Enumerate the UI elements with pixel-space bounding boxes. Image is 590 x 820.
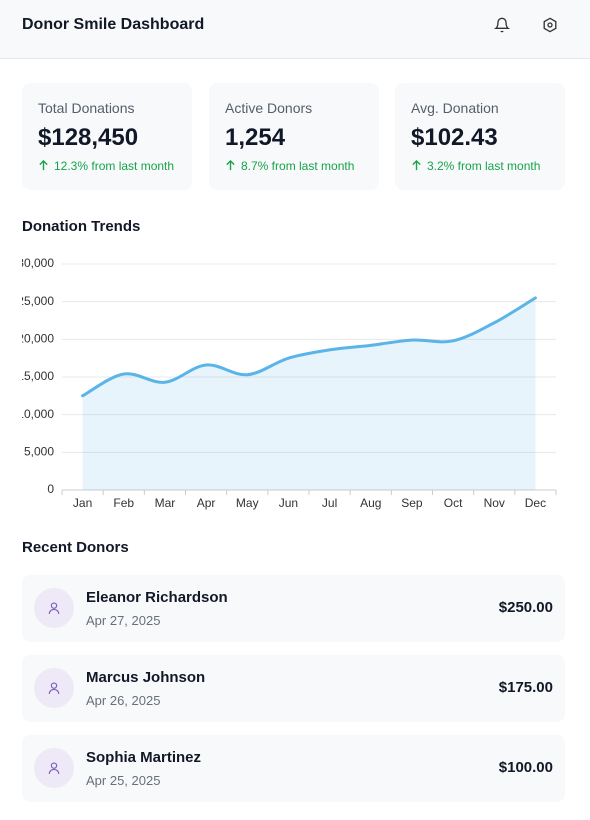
settings-icon[interactable] (542, 17, 558, 33)
donor-row: Eleanor Richardson Apr 27, 2025 $250.00 (22, 575, 565, 642)
donor-name: Sophia Martinez (86, 749, 202, 766)
stat-label: Active Donors (225, 100, 313, 116)
y-tick-label: 0 (47, 482, 54, 496)
stat-change: 12.3% from last month (54, 159, 175, 173)
y-tick-label: 15,000 (22, 369, 54, 383)
stat-value: 1,254 (225, 124, 286, 151)
y-tick-label: 5,000 (24, 445, 54, 459)
donor-amount: $175.00 (498, 679, 553, 696)
y-tick-label: 10,000 (22, 407, 54, 421)
stat-card: Avg. Donation $102.43 3.2% from last month (395, 83, 565, 190)
avatar (34, 668, 74, 708)
y-tick-label: 25,000 (22, 294, 54, 308)
x-tick-label: Feb (113, 496, 134, 510)
area (82, 297, 536, 490)
donor-name: Eleanor Richardson (86, 589, 228, 606)
avatar (34, 748, 74, 788)
x-tick-label: Nov (484, 496, 505, 510)
header-title: Donor Smile Dashboard (22, 16, 205, 33)
donor-row: Marcus Johnson Apr 26, 2025 $175.00 (22, 655, 565, 722)
x-tick-label: Aug (360, 496, 381, 510)
up-arrow (226, 160, 235, 171)
y-tick-label: 30,000 (22, 256, 54, 270)
x-tick-label: Jul (322, 496, 337, 510)
x-tick-label: Sep (401, 496, 423, 510)
x-tick-label: Jan (73, 496, 92, 510)
x-tick-label: Apr (197, 496, 216, 510)
donor-date: Apr 25, 2025 (86, 773, 161, 788)
up-arrow (412, 160, 421, 171)
stat-card: Total Donations $128,450 12.3% from last m… (22, 83, 192, 190)
x-tick-label: May (236, 496, 259, 510)
header: Donor Smile Dashboard (0, 0, 590, 59)
donor-amount: $250.00 (498, 599, 553, 616)
x-tick-label: Oct (444, 496, 463, 510)
stat-label: Avg. Donation (411, 100, 499, 116)
donor-row: Sophia Martinez Apr 25, 2025 $100.00 (22, 735, 565, 802)
user-icon (48, 762, 60, 774)
chart-title: Donation Trends (22, 218, 141, 235)
stat-label: Total Donations (38, 100, 135, 116)
stat-value: $128,450 (38, 124, 139, 151)
donor-name: Marcus Johnson (86, 669, 206, 686)
donor-date: Apr 26, 2025 (86, 693, 161, 708)
recent-donors-title: Recent Donors (22, 539, 129, 556)
up-arrow (39, 160, 48, 171)
user-icon (48, 602, 60, 614)
line (81, 296, 537, 398)
stat-card: Active Donors 1,254 8.7% from last month (209, 83, 379, 190)
x-tick-label: Dec (525, 496, 546, 510)
stat-value: $102.43 (411, 124, 498, 151)
y-tick-label: 20,000 (22, 332, 54, 346)
stat-change: 8.7% from last month (241, 159, 355, 173)
bell-icon[interactable] (494, 17, 510, 33)
user-icon (48, 682, 60, 694)
donor-amount: $100.00 (498, 759, 553, 776)
avatar (34, 588, 74, 628)
donor-date: Apr 27, 2025 (86, 613, 161, 628)
stat-change: 3.2% from last month (427, 159, 541, 173)
x-tick-label: Jun (279, 496, 298, 510)
x-tick-label: Mar (155, 496, 176, 510)
chart: 0 5,000 10,000 15,000 20,000 25,000 30,000 Jan F… (22, 256, 557, 510)
